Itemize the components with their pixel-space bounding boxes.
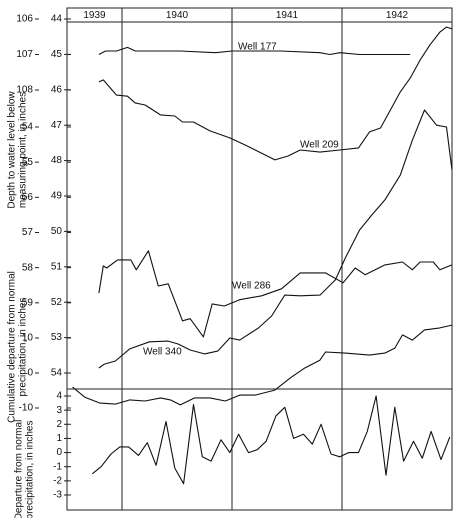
y-tick-label: 48	[51, 155, 63, 166]
y-tick-label: 51	[51, 261, 63, 272]
y-tick-label: 55	[22, 157, 34, 168]
y-axis-title-line: Depth to water level below	[7, 91, 18, 209]
y-tick-label: -10	[19, 403, 34, 414]
y-tick-label: 54	[51, 368, 63, 379]
y-axis-title-line: precipitation, in inches	[25, 421, 36, 518]
year-label: 1941	[276, 10, 299, 21]
y-tick-label: -2	[53, 475, 62, 486]
y-tick-label: 57	[22, 227, 34, 238]
y-tick-label: 49	[51, 191, 63, 202]
y-tick-label: 46	[51, 84, 63, 95]
series-line	[98, 46, 411, 56]
y-tick-label: 56	[22, 192, 34, 203]
year-label: 1940	[166, 10, 189, 21]
y-tick-label: 3	[56, 405, 62, 416]
y-tick-label: 107	[16, 49, 33, 60]
y-tick-label: 45	[51, 49, 63, 60]
y-tick-label: 10	[22, 333, 34, 344]
y-axis-title: Cumulative departure from normal precipit…	[7, 271, 29, 423]
y-axis-title-line: Cumulative departure from normal	[7, 271, 18, 423]
y-tick-label: 58	[22, 262, 34, 273]
series-line	[98, 26, 453, 161]
series-label: Well 286	[232, 281, 271, 292]
series-label: Well 209	[300, 140, 339, 151]
y-tick-label: 0	[56, 447, 62, 458]
series-line	[72, 324, 453, 406]
y-tick-label: 1	[56, 433, 62, 444]
year-label: 1939	[83, 10, 106, 21]
series-line	[91, 395, 451, 485]
year-label: 1942	[386, 10, 409, 21]
series-label: Well 340	[143, 347, 182, 358]
y-tick-label: 106	[16, 14, 33, 25]
y-tick-label: 44	[51, 14, 63, 25]
y-tick-label: 47	[51, 120, 63, 131]
y-axis-title: Departure from normal precipitation, in i…	[14, 420, 36, 518]
y-tick-label: 0	[27, 368, 33, 379]
y-tick-label: 52	[51, 297, 63, 308]
series-line	[98, 109, 453, 369]
y-axis-title-line: Departure from normal	[14, 420, 25, 518]
y-tick-label: 50	[51, 226, 63, 237]
y-tick-label: 54	[22, 122, 34, 133]
y-tick-label: 59	[22, 297, 34, 308]
y-tick-label: 2	[56, 419, 62, 430]
y-axis-title-line: precipitation, in inches	[18, 298, 29, 397]
series-line	[98, 250, 453, 338]
y-tick-label: 4	[56, 391, 62, 402]
y-axis-title: Depth to water level below measuring poin…	[7, 91, 29, 209]
y-tick-label: 108	[16, 85, 33, 96]
plot-frame	[66, 7, 453, 511]
y-tick-label: -1	[53, 461, 62, 472]
y-tick-label: -3	[53, 490, 62, 501]
y-tick-label: 53	[51, 332, 63, 343]
y-axis-title-line: measuring point, in inches	[18, 92, 29, 208]
series-label: Well 177	[238, 42, 277, 53]
